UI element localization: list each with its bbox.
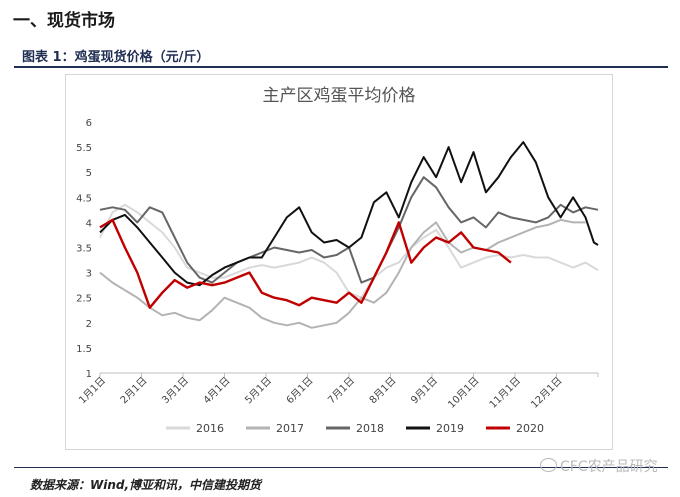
y-tick-label: 2 [86,319,92,330]
x-tick-label: 1月1日 [76,375,108,407]
caption-rule [14,66,668,68]
x-tick-label: 8月1日 [367,375,399,407]
legend-label-2017: 2017 [276,422,304,435]
x-tick-label: 5月1日 [242,375,274,407]
legend-label-2020: 2020 [516,422,544,435]
series-line-2018 [99,176,599,284]
y-tick-label: 1 [86,369,92,380]
y-tick-label: 3.5 [76,244,92,255]
x-tick-label: 3月1日 [159,375,191,407]
x-tick-label: 11月1日 [487,375,523,411]
y-tick-label: 5.5 [76,143,92,154]
y-tick-label: 4.5 [76,193,92,204]
x-tick-label: 7月1日 [325,375,357,407]
egg-price-chart: 主产区鸡蛋平均价格 1 1.5 2 2.5 3 3.5 4 4.5 5 5.5 6 1月1日 2月1日… [76,86,599,435]
legend-label-2018: 2018 [356,422,384,435]
wechat-icon [540,458,557,472]
data-source: 数据来源：Wind,博亚和讯，中信建投期货 [30,478,262,492]
y-tick-label: 1.5 [76,344,92,355]
x-tick-label: 2月1日 [118,375,150,407]
series-line-2016 [99,203,599,299]
y-tick-label: 6 [86,118,92,129]
x-tick-label: 4月1日 [201,375,233,407]
y-tick-label: 5 [86,168,92,179]
x-axis: 1月1日 2月1日 3月1日 4月1日 5月1日 6月1日 7月1日 8月1日 9月1日 10月1… [76,372,599,411]
x-tick-label: 10月1日 [445,375,481,411]
figure-caption: 图表 1：鸡蛋现货价格（元/斤） [22,50,210,65]
y-tick-label: 2.5 [76,294,92,305]
x-tick-label: 12月1日 [528,375,564,411]
series-line-2019 [99,141,599,287]
series-line-2017 [99,218,586,329]
series-lines [99,141,599,329]
x-tick-label: 6月1日 [284,375,316,407]
chart-legend: 2016 2017 2018 2019 2020 [166,422,544,435]
chart-frame: 主产区鸡蛋平均价格 1 1.5 2 2.5 3 3.5 4 4.5 5 5.5 6 1月1日 2月1日… [65,74,613,450]
watermark-text: CFC农产品研究 [560,459,658,475]
y-tick-label: 4 [86,218,92,229]
watermark: CFC农产品研究 [540,456,658,476]
x-tick-label: 9月1日 [408,375,440,407]
legend-label-2019: 2019 [436,422,464,435]
y-tick-label: 3 [86,269,92,280]
section-title: 一、现货市场 [13,11,115,31]
footer-rule [14,467,668,468]
chart-title: 主产区鸡蛋平均价格 [263,86,416,106]
legend-label-2016: 2016 [196,422,224,435]
y-axis: 1 1.5 2 2.5 3 3.5 4 4.5 5 5.5 6 [76,118,92,380]
series-line-2020 [99,218,512,309]
